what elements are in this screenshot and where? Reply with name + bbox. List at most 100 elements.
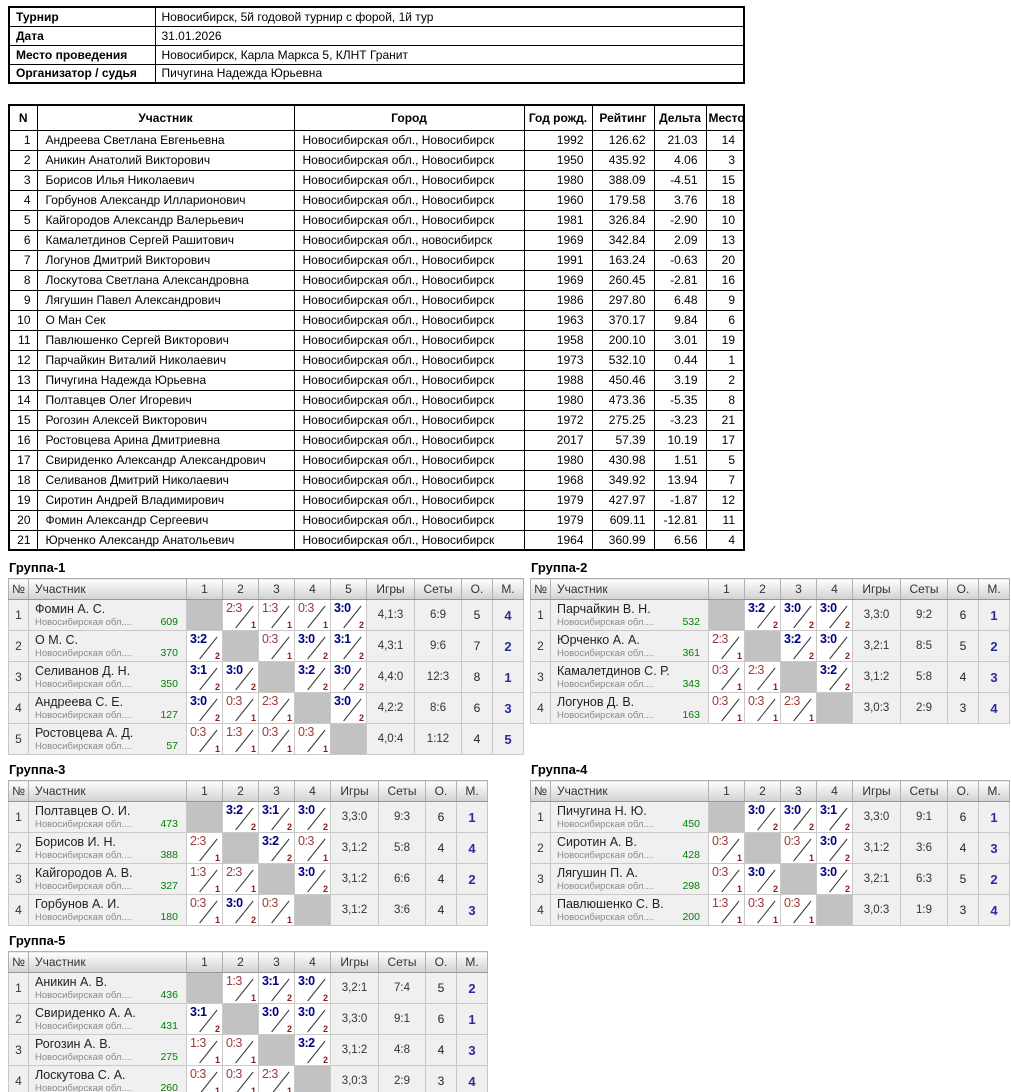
group-player-row: 5 Ростовцева А. Д. Новосибирская обл.... 57… bbox=[8, 723, 524, 755]
participant-place-cell: 6 bbox=[705, 309, 745, 331]
participant-name-cell: Ростовцева Арина Дмитриевна bbox=[36, 429, 295, 451]
group-games-cell: 3,2:1 bbox=[852, 863, 901, 895]
participant-city-cell: Новосибирская обл., Новосибирск bbox=[293, 269, 525, 291]
score-slash-icon bbox=[271, 900, 290, 924]
info-value: Новосибирск, Карла Маркса 5, КЛНТ Гранит bbox=[154, 44, 745, 65]
group-sets-cell: 9:3 bbox=[378, 801, 426, 833]
participant-birth-year-cell: 1963 bbox=[523, 309, 593, 331]
match-score-cell: 3:2 2 bbox=[222, 801, 259, 833]
participant-rating-cell: 275.25 bbox=[591, 409, 655, 431]
group-points-cell: 3 bbox=[425, 1065, 457, 1092]
group-player-row: 4 Лоскутова С. А. Новосибирская обл.... 260… bbox=[8, 1065, 488, 1092]
participant-delta-cell: -2.90 bbox=[653, 209, 707, 231]
group-participant-name: Селиванов Д. Н. bbox=[35, 664, 131, 678]
group-participant-region: Новосибирская обл.... bbox=[35, 990, 133, 1001]
group-sets-cell: 9:6 bbox=[414, 630, 462, 662]
participant-city-cell: Новосибирская обл., Новосибирск bbox=[293, 449, 525, 471]
participant-name-cell: О Ман Сек bbox=[36, 309, 295, 331]
group-place-cell: 1 bbox=[978, 801, 1010, 833]
group-games-cell: 3,0:3 bbox=[852, 692, 901, 724]
match-score: 0:3 bbox=[262, 896, 278, 910]
match-score-cell: 3:0 2 bbox=[330, 599, 367, 631]
participant-number-cell: 9 bbox=[8, 289, 38, 311]
participant-delta-cell: -2.81 bbox=[653, 269, 707, 291]
match-points: 2 bbox=[358, 682, 364, 692]
group-participant-region: Новосибирская обл.... bbox=[35, 1021, 133, 1032]
group-table: № Участник 1 2 3 4 Игры Сеты О. М. 1 Полтавцев О. И… bbox=[8, 780, 488, 926]
match-score-cell: 3:0 2 bbox=[816, 599, 853, 631]
participant-name-cell: Логунов Дмитрий Викторович bbox=[36, 249, 295, 271]
group-place-cell: 2 bbox=[456, 972, 488, 1004]
group-row-number: 1 bbox=[530, 801, 551, 833]
match-score: 0:3 bbox=[784, 896, 800, 910]
match-score: 1:3 bbox=[262, 601, 278, 615]
match-points: 1 bbox=[808, 853, 814, 863]
self-match-cell bbox=[330, 723, 367, 755]
match-score: 1:3 bbox=[190, 1036, 206, 1050]
group-place-cell: 2 bbox=[978, 863, 1010, 895]
group-place-cell: 1 bbox=[456, 1003, 488, 1035]
match-score-cell: 0:3 1 bbox=[708, 692, 745, 724]
participant-number-cell: 1 bbox=[8, 129, 38, 151]
match-score: 2:3 bbox=[262, 1067, 278, 1081]
participant-number-cell: 2 bbox=[8, 149, 38, 171]
group-games-cell: 4,0:4 bbox=[366, 723, 415, 755]
match-score-cell: 2:3 1 bbox=[258, 692, 295, 724]
match-points: 2 bbox=[214, 713, 220, 723]
participant-number-cell: 11 bbox=[8, 329, 38, 351]
group-header-place: М. bbox=[978, 780, 1010, 802]
group-participant-rating: 388 bbox=[160, 849, 178, 861]
group-header-row: № Участник 1 2 3 4 Игры Сеты О. М. bbox=[8, 780, 488, 802]
participant-place-cell: 19 bbox=[705, 329, 745, 351]
group-participant-rating: 200 bbox=[682, 911, 700, 923]
score-slash-icon bbox=[721, 869, 740, 893]
group-sets-cell: 3:6 bbox=[378, 894, 426, 926]
participant-number-cell: 18 bbox=[8, 469, 38, 491]
participant-city-cell: Новосибирская обл., Новосибирск bbox=[293, 489, 525, 511]
participants-header-number: N bbox=[8, 104, 38, 131]
group-games-cell: 3,1:2 bbox=[330, 1034, 379, 1066]
participant-city-cell: Новосибирская обл., Новосибирск bbox=[293, 369, 525, 391]
group-sets-cell: 9:1 bbox=[378, 1003, 426, 1035]
participant-place-cell: 4 bbox=[705, 529, 745, 551]
score-slash-icon bbox=[307, 605, 326, 629]
group-table-head: № Участник 1 2 3 4 Игры Сеты О. М. bbox=[8, 951, 488, 973]
group-table-body: 1 Парчайкин В. Н. Новосибирская обл.... 532… bbox=[530, 599, 1010, 724]
info-row: Организатор / судья Пичугина Надежда Юрье… bbox=[8, 63, 745, 84]
match-points: 1 bbox=[736, 853, 742, 863]
group-row-number: 2 bbox=[530, 630, 551, 662]
match-score: 2:3 bbox=[190, 834, 206, 848]
participant-birth-year-cell: 1964 bbox=[523, 529, 593, 551]
group-participant-cell: Сиротин А. В. Новосибирская обл.... 428 bbox=[550, 832, 709, 864]
match-score-cell: 2:3 1 bbox=[222, 599, 259, 631]
match-score-cell: 0:3 1 bbox=[780, 894, 817, 926]
score-slash-icon bbox=[757, 605, 776, 629]
participant-row: 10 О Ман Сек Новосибирская обл., Новосибир… bbox=[8, 309, 745, 331]
match-points: 2 bbox=[214, 651, 220, 661]
participant-row: 13 Пичугина Надежда Юрьевна Новосибирская … bbox=[8, 369, 745, 391]
match-points: 2 bbox=[772, 822, 778, 832]
participant-name-cell: Юрченко Александр Анатольевич bbox=[36, 529, 295, 551]
group-participant-cell: Селиванов Д. Н. Новосибирская обл.... 350 bbox=[28, 661, 187, 693]
match-points: 1 bbox=[214, 1086, 220, 1092]
participant-birth-year-cell: 1950 bbox=[523, 149, 593, 171]
participant-birth-year-cell: 1980 bbox=[523, 389, 593, 411]
self-match-cell bbox=[780, 661, 817, 693]
score-slash-icon bbox=[271, 978, 290, 1002]
group-header-opponent-3: 3 bbox=[780, 578, 817, 600]
match-score-cell: 3:2 2 bbox=[294, 661, 331, 693]
group-points-cell: 4 bbox=[947, 832, 979, 864]
group-participant-rating: 327 bbox=[160, 880, 178, 892]
match-points: 1 bbox=[772, 915, 778, 925]
group-participant-cell: Рогозин А. В. Новосибирская обл.... 275 bbox=[28, 1034, 187, 1066]
match-score: 0:3 bbox=[226, 1067, 242, 1081]
participant-place-cell: 20 bbox=[705, 249, 745, 271]
score-slash-icon bbox=[272, 1071, 290, 1092]
group-participant-subline: Новосибирская обл.... 57 bbox=[35, 741, 182, 753]
group-participant-name: Рогозин А. В. bbox=[35, 1037, 112, 1051]
match-score-cell: 0:3 1 bbox=[258, 723, 295, 755]
match-points: 2 bbox=[286, 993, 292, 1003]
group-participant-region: Новосибирская обл.... bbox=[35, 679, 133, 690]
group-participant-cell: Павлюшенко С. В. Новосибирская обл.... 200 bbox=[550, 894, 709, 926]
group-points-cell: 4 bbox=[425, 894, 457, 926]
